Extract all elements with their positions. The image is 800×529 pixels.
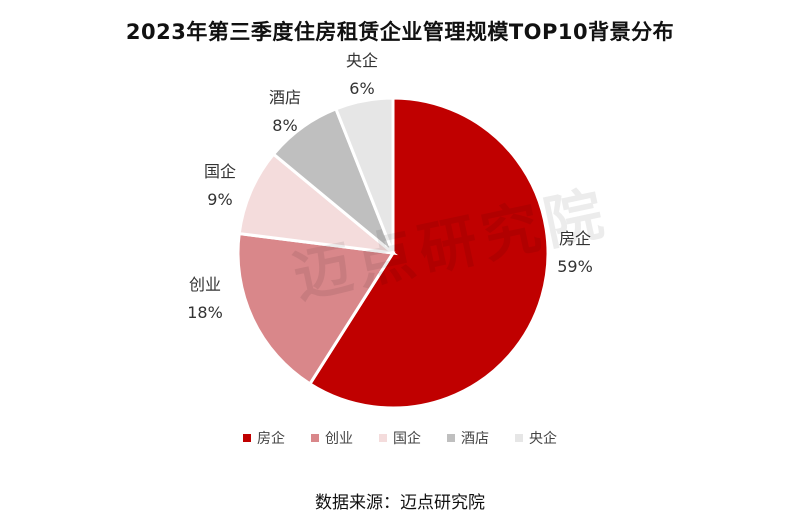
slice-value-2: 18% [187, 303, 223, 322]
pie-slice-1 [307, 96, 550, 410]
data-source: 数据来源：迈点研究院 [315, 493, 485, 513]
legend-label: 央企 [529, 431, 557, 447]
legend-item-4: 酒店 [447, 428, 489, 448]
chart-title: 2023年第三季度住房租赁企业管理规模TOP10背景分布 [125, 20, 675, 44]
legend-item-3: 国企 [379, 428, 421, 448]
slice-value-1: 59% [557, 257, 593, 276]
legend-item-2: 创业 [311, 428, 353, 448]
slice-label-2: 创业 [189, 275, 221, 294]
slice-labels: 房企 59% 创业 18% 国企 9% 酒店 8% 央企 6% [187, 51, 593, 322]
slice-value-4: 8% [272, 116, 297, 135]
legend-label: 国企 [393, 431, 421, 447]
pie-chart: 房企 59% 创业 18% 国企 9% 酒店 8% 央企 6% [187, 51, 593, 410]
pie-slice-5 [333, 96, 395, 254]
slice-value-3: 9% [207, 190, 232, 209]
legend-label: 创业 [325, 431, 353, 447]
legend-swatch [447, 434, 455, 442]
legend: 房企 创业 国企 酒店 央企 [0, 428, 800, 448]
legend-swatch [243, 434, 251, 442]
legend-item-5: 央企 [515, 428, 557, 448]
pie-slices [236, 96, 550, 410]
legend-label: 房企 [257, 431, 285, 447]
legend-swatch [515, 434, 523, 442]
pie-slice-2 [236, 231, 396, 386]
slice-label-4: 酒店 [269, 88, 301, 107]
slice-label-3: 国企 [204, 162, 236, 181]
legend-swatch [311, 434, 319, 442]
legend-item-1: 房企 [243, 428, 285, 448]
pie-slice-3 [237, 152, 398, 256]
slice-value-5: 6% [349, 79, 374, 98]
legend-swatch [379, 434, 387, 442]
slice-label-1: 房企 [559, 229, 591, 248]
legend-label: 酒店 [461, 431, 489, 447]
slice-label-5: 央企 [346, 51, 378, 70]
